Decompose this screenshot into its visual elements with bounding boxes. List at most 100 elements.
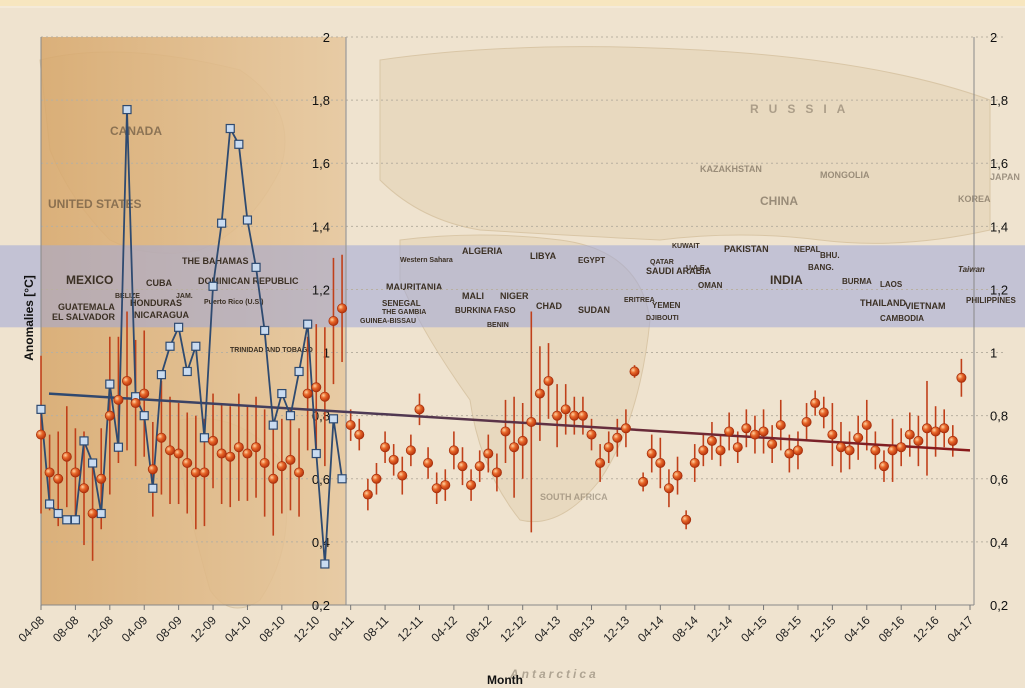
blue-series-point [122, 104, 132, 115]
map-label: BELIZE [115, 293, 140, 300]
red-series-point [208, 435, 219, 446]
map-label: CHAD [536, 301, 562, 311]
y-tick-label: 1,4 [312, 219, 330, 234]
red-series-point [612, 432, 623, 443]
map-label: PHILIPPINES [966, 296, 1016, 305]
map-label: Puerto Rico (U.S.) [204, 299, 264, 306]
red-series-point [698, 445, 709, 456]
red-series-point [853, 432, 864, 443]
map-label: JAM. [176, 293, 193, 300]
blue-series-point [36, 404, 46, 414]
red-series-point [801, 416, 812, 427]
map-label: LIBYA [530, 251, 557, 261]
blue-series-point [53, 508, 63, 519]
red-series-point [491, 467, 502, 478]
red-series-point [534, 388, 545, 399]
red-series-point [457, 461, 468, 472]
map-label: THE BAHAMAS [182, 256, 249, 266]
red-series-point [526, 416, 537, 427]
y-axis-ticks-left: 0,20,40,60,811,21,41,61,82 [312, 30, 330, 613]
map-label: CANADA [110, 124, 162, 138]
blue-series-point [113, 442, 124, 452]
map-label: BURMA [842, 277, 872, 286]
red-series-point [423, 457, 434, 468]
blue-series-point [234, 139, 244, 149]
map-label: VIETNAM [905, 301, 946, 311]
red-series-point [577, 410, 588, 421]
red-series-point [165, 445, 176, 456]
red-series-point [784, 448, 795, 459]
red-series-point [672, 470, 683, 481]
red-series-point [285, 454, 296, 465]
red-series-point [147, 464, 158, 475]
map-label: U.A.E. [686, 265, 707, 272]
y-tick-label: 0,6 [312, 472, 330, 487]
red-series-point [371, 473, 382, 484]
red-series-point [36, 429, 47, 440]
red-series-point [913, 435, 924, 446]
red-series-point [646, 448, 657, 459]
red-series-point [44, 467, 55, 478]
map-label: SUDAN [578, 305, 610, 315]
red-series-point [251, 442, 262, 453]
red-series-point [104, 410, 115, 421]
red-series-point [835, 442, 846, 453]
blue-series-point [320, 559, 330, 569]
blue-series-point [79, 436, 89, 446]
red-series-point [663, 483, 674, 494]
y-axis-ticks-right: 0,2 0,4 0,6 0,8 1 1,2 1,4 1,6 1,8 2 [990, 30, 1008, 613]
map-label: Taiwan [958, 265, 985, 274]
red-series-point [483, 448, 494, 459]
map-label: YEMEN [652, 301, 681, 310]
red-series-point [139, 388, 150, 399]
map-label: KUWAIT [672, 243, 700, 250]
red-series-point [543, 375, 554, 386]
blue-series-point [62, 515, 72, 525]
map-label: BHU. [820, 251, 840, 260]
blue-series-point [139, 411, 149, 421]
blue-series-point [251, 262, 261, 272]
map-label: EGYPT [578, 256, 605, 265]
map-label: ERITREA [624, 297, 655, 304]
map-label: BENIN [487, 322, 509, 329]
map-label: DOMINICAN REPUBLIC [198, 276, 299, 286]
red-series-point [569, 410, 580, 421]
map-label: JAPAN [990, 172, 1020, 182]
red-series-point [827, 429, 838, 440]
red-series-point [388, 454, 399, 465]
red-series-point [939, 423, 950, 434]
map-label: KAZAKHSTAN [700, 164, 762, 174]
y-tick-label: 1 [990, 346, 997, 361]
red-series-point [758, 426, 769, 437]
red-series-point [870, 445, 881, 456]
map-label: LAOS [880, 280, 903, 289]
red-series-point [689, 457, 700, 468]
map-label: THAILAND [860, 298, 906, 308]
red-series-point [130, 398, 141, 409]
red-series-point [268, 473, 279, 484]
map-label: Western Sahara [400, 257, 453, 264]
map-label: PAKISTAN [724, 244, 769, 254]
map-label: CHINA [760, 194, 798, 208]
blue-series-point [337, 474, 347, 484]
map-label: TRINIDAD AND TOBAGO [230, 347, 313, 354]
red-series-point [216, 448, 227, 459]
red-series-point [61, 451, 72, 462]
red-series-point [792, 445, 803, 456]
blue-series-point [208, 281, 218, 291]
y-tick-label: 1,6 [990, 156, 1008, 171]
red-series-point [354, 429, 365, 440]
map-label: HONDURAS [130, 298, 182, 308]
red-series-point [122, 375, 133, 386]
red-series-point [259, 457, 270, 468]
blue-series-point [242, 215, 253, 225]
red-series-point [182, 457, 193, 468]
y-tick-label: 0,4 [990, 535, 1008, 550]
map-label: MAURITANIA [386, 282, 443, 292]
red-series-point [947, 435, 958, 446]
red-series-point [930, 426, 941, 437]
red-series-point [199, 467, 210, 478]
red-series-point [276, 461, 287, 472]
y-tick-label: 1,6 [312, 156, 330, 171]
y-tick-label: 2 [323, 30, 330, 45]
